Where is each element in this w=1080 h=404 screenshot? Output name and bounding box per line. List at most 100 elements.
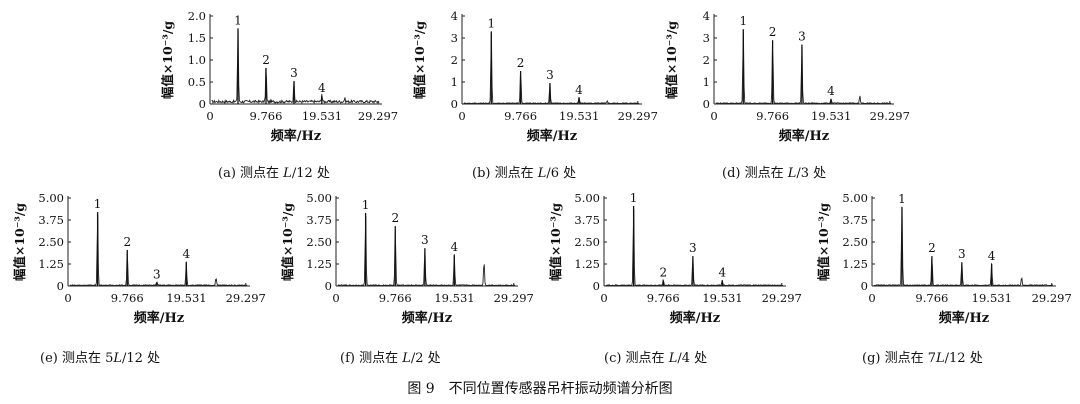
peak-label: 1 (630, 191, 638, 205)
peak-label: 2 (517, 56, 525, 70)
x-tick-label: 9.766 (756, 109, 789, 123)
y-tick-label: 4 (703, 9, 710, 23)
peak-label: 1 (739, 14, 747, 28)
y-tick-label: 1.0 (188, 53, 206, 67)
x-axis-label: 频率/Hz (779, 128, 829, 144)
panel-caption: (e) 测点在 5L/12 处 (40, 351, 161, 366)
panel-caption: (g) 测点在 7L/12 处 (862, 351, 983, 366)
peak-label: 3 (153, 267, 161, 281)
x-tick-label: 9.766 (915, 291, 948, 305)
y-tick-label: 0 (57, 279, 64, 293)
x-tick-label: 19.531 (972, 291, 1012, 305)
x-tick-label: 29.297 (494, 291, 534, 305)
peak-label: 1 (234, 13, 242, 27)
x-tick-label: 29.297 (358, 109, 398, 123)
panel-a: 0 0.5 1.0 1.5 2.0 0 9.766 19.531 29.297 频率/Hz 幅值×1… (160, 4, 400, 154)
y-tick-label: 2.50 (842, 235, 868, 249)
x-tick-label: 19.531 (434, 291, 474, 305)
x-tick-label: 0 (64, 291, 71, 305)
y-tick-label: 3.75 (842, 213, 868, 227)
y-tick-label: 2.0 (188, 9, 206, 23)
y-tick-label: 3.75 (38, 213, 64, 227)
peak-label: 1 (898, 192, 906, 206)
peak-label: 3 (546, 68, 554, 82)
x-tick-label: 19.531 (302, 109, 342, 123)
spectrum-chart: 0 1.25 2.50 3.75 5.00 0 9.766 19.531 29.297 频率/Hz… (548, 191, 802, 326)
peak-label: 3 (290, 66, 298, 80)
x-tick-label: 0 (868, 291, 875, 305)
panel-g: 0 1.25 2.50 3.75 5.00 0 9.766 19.531 29.297 频率/Hz… (812, 186, 1074, 336)
spectrum-line (337, 216, 516, 287)
spectrum-line (605, 209, 784, 287)
spectrum-line (211, 29, 380, 105)
y-axis-label: 幅值×10⁻³/g (548, 203, 563, 282)
y-axis-label: 幅值×10⁻³/g (160, 21, 175, 100)
y-axis-label: 幅值×10⁻³/g (12, 203, 27, 282)
peak-label: 2 (769, 25, 777, 39)
y-axis-label: 幅值×10⁻³/g (280, 203, 295, 282)
panel-d: 0 1 2 3 4 0 9.766 19.531 29.297 频率/Hz 幅值×10⁻³/g 1 2 3… (662, 4, 912, 154)
y-tick-label: 2 (703, 53, 710, 67)
spectrum-chart: 0 1 2 3 4 0 9.766 19.531 29.297 频率/Hz 幅值×10⁻³/g 1 2 3… (412, 9, 658, 144)
x-tick-label: 0 (206, 109, 213, 123)
y-tick-label: 0 (325, 279, 332, 293)
y-tick-label: 1.25 (574, 257, 600, 271)
x-tick-label: 9.766 (111, 291, 144, 305)
y-axis-label: 幅值×10⁻³/g (412, 21, 427, 100)
y-tick-label: 3.75 (306, 213, 332, 227)
spectrum-chart: 0 1 2 3 4 0 9.766 19.531 29.297 频率/Hz 幅值×10⁻³/g 1 2 3… (664, 9, 910, 144)
panel-caption: (b) 测点在 L/6 处 (472, 166, 577, 181)
peak-label: 2 (262, 53, 270, 67)
spectrum-line (715, 32, 892, 105)
y-tick-label: 1.5 (188, 31, 206, 45)
x-tick-label: 19.531 (702, 291, 742, 305)
y-tick-label: 3.75 (574, 213, 600, 227)
y-tick-label: 2.50 (38, 235, 64, 249)
x-tick-label: 19.531 (559, 109, 599, 123)
x-tick-label: 29.297 (762, 291, 802, 305)
y-tick-label: 2 (451, 53, 458, 67)
peak-label: 1 (362, 198, 370, 212)
x-axis-label: 频率/Hz (527, 128, 577, 144)
y-tick-label: 0.5 (188, 75, 206, 89)
y-axis-label: 幅值×10⁻³/g (664, 21, 679, 100)
spectrum-line (69, 214, 248, 287)
peak-label: 2 (391, 211, 399, 225)
peak-label: 4 (988, 249, 996, 263)
peak-label: 3 (421, 233, 429, 247)
x-tick-label: 29.297 (618, 109, 658, 123)
y-tick-label: 2.50 (574, 235, 600, 249)
y-tick-label: 1 (451, 75, 458, 89)
y-tick-label: 3 (451, 31, 458, 45)
y-tick-label: 0 (451, 97, 458, 111)
spectrum-chart: 0 0.5 1.0 1.5 2.0 0 9.766 19.531 29.297 频率/Hz 幅值×1… (160, 9, 398, 144)
y-tick-label: 1.25 (306, 257, 332, 271)
x-tick-label: 9.766 (250, 109, 283, 123)
peak-label: 4 (827, 84, 835, 98)
peak-label: 3 (798, 30, 806, 44)
y-tick-label: 5.00 (574, 191, 600, 205)
spectrum-chart: 0 1.25 2.50 3.75 5.00 0 9.766 19.531 29.297 频率/Hz… (280, 191, 534, 326)
y-tick-label: 3 (703, 31, 710, 45)
peak-label: 3 (958, 247, 966, 261)
y-axis-label: 幅值×10⁻³/g (816, 203, 831, 282)
spectrum-chart: 0 1.25 2.50 3.75 5.00 0 9.766 19.531 29.297 频率/Hz… (12, 191, 266, 326)
x-tick-label: 29.297 (226, 291, 266, 305)
x-tick-label: 29.297 (870, 109, 910, 123)
spectrum-line (463, 33, 640, 105)
x-axis-label: 频率/Hz (670, 310, 720, 326)
y-tick-label: 0 (593, 279, 600, 293)
spectrum-chart: 0 1.25 2.50 3.75 5.00 0 9.766 19.531 29.297 频率/Hz… (816, 191, 1072, 326)
peak-label: 2 (123, 235, 131, 249)
x-tick-label: 0 (710, 109, 717, 123)
x-tick-label: 0 (458, 109, 465, 123)
y-tick-label: 1 (703, 75, 710, 89)
peak-label: 4 (450, 240, 458, 254)
y-tick-label: 4 (451, 9, 458, 23)
x-axis-label: 频率/Hz (939, 310, 989, 326)
x-axis-label: 频率/Hz (134, 310, 184, 326)
y-tick-label: 0 (199, 97, 206, 111)
peak-label: 4 (718, 266, 726, 280)
y-tick-label: 5.00 (842, 191, 868, 205)
panel-caption: (c) 测点在 L/4 处 (604, 351, 708, 366)
